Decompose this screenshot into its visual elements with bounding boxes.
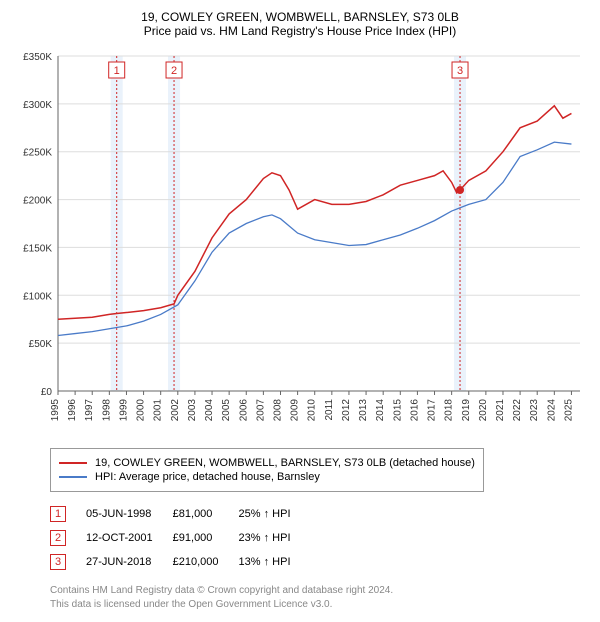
legend-swatch: [59, 462, 87, 464]
svg-text:2014: 2014: [375, 399, 386, 422]
svg-text:1996: 1996: [67, 399, 78, 422]
marker-row: 3 27-JUN-2018£210,00013% ↑ HPI: [50, 550, 311, 574]
chart-subtitle: Price paid vs. HM Land Registry's House …: [10, 24, 590, 38]
svg-text:2022: 2022: [512, 399, 523, 422]
legend-label: HPI: Average price, detached house, Barn…: [95, 471, 320, 483]
svg-text:2020: 2020: [478, 399, 489, 422]
legend-item: 19, COWLEY GREEN, WOMBWELL, BARNSLEY, S7…: [59, 457, 475, 469]
svg-text:2005: 2005: [221, 399, 232, 422]
legend-item: HPI: Average price, detached house, Barn…: [59, 471, 475, 483]
svg-text:£250K: £250K: [23, 148, 52, 159]
marker-price: £81,000: [173, 502, 239, 526]
legend: 19, COWLEY GREEN, WOMBWELL, BARNSLEY, S7…: [50, 448, 484, 492]
svg-text:2009: 2009: [290, 399, 301, 422]
marker-price: £210,000: [173, 550, 239, 574]
marker-number: 2: [50, 530, 66, 546]
marker-delta: 25% ↑ HPI: [239, 502, 311, 526]
svg-text:2013: 2013: [358, 399, 369, 422]
marker-number: 3: [50, 554, 66, 570]
svg-text:2001: 2001: [153, 399, 164, 422]
marker-row: 1 05-JUN-1998£81,00025% ↑ HPI: [50, 502, 311, 526]
svg-text:2017: 2017: [427, 399, 438, 422]
svg-text:£350K: £350K: [23, 52, 52, 63]
svg-text:£50K: £50K: [29, 339, 53, 350]
marker-date: 12-OCT-2001: [86, 526, 173, 550]
svg-text:2011: 2011: [324, 399, 335, 421]
marker-row: 2 12-OCT-2001£91,00023% ↑ HPI: [50, 526, 311, 550]
svg-text:2018: 2018: [444, 399, 455, 422]
svg-text:£200K: £200K: [23, 196, 52, 207]
markers-table: 1 05-JUN-1998£81,00025% ↑ HPI 2 12-OCT-2001…: [50, 502, 311, 574]
footer-line: Contains HM Land Registry data © Crown c…: [50, 584, 590, 598]
svg-text:2025: 2025: [563, 399, 574, 422]
svg-text:1995: 1995: [50, 399, 61, 422]
legend-label: 19, COWLEY GREEN, WOMBWELL, BARNSLEY, S7…: [95, 457, 475, 469]
svg-text:£0: £0: [41, 387, 53, 398]
svg-text:2002: 2002: [170, 399, 181, 422]
marker-number: 1: [50, 506, 66, 522]
marker-date: 05-JUN-1998: [86, 502, 173, 526]
marker-date: 27-JUN-2018: [86, 550, 173, 574]
svg-text:2003: 2003: [187, 399, 198, 422]
svg-text:£100K: £100K: [23, 291, 52, 302]
svg-text:2016: 2016: [409, 399, 420, 422]
marker-delta: 13% ↑ HPI: [239, 550, 311, 574]
price-chart: £0 £50K £100K £150K £200K £250K £300K £350K 1995…: [10, 46, 590, 436]
svg-text:2010: 2010: [307, 399, 318, 422]
svg-text:2008: 2008: [272, 399, 283, 422]
svg-text:2019: 2019: [461, 399, 472, 422]
marker-delta: 23% ↑ HPI: [239, 526, 311, 550]
svg-text:1997: 1997: [84, 399, 95, 422]
chart-title: 19, COWLEY GREEN, WOMBWELL, BARNSLEY, S7…: [10, 10, 590, 24]
svg-text:1998: 1998: [101, 399, 112, 422]
svg-text:2000: 2000: [136, 399, 147, 422]
footer-note: Contains HM Land Registry data © Crown c…: [50, 584, 590, 612]
footer-line: This data is licensed under the Open Gov…: [50, 598, 590, 612]
legend-swatch: [59, 476, 87, 478]
svg-text:2: 2: [171, 65, 177, 77]
svg-text:2004: 2004: [204, 399, 215, 422]
svg-text:1: 1: [114, 65, 120, 77]
marker-price: £91,000: [173, 526, 239, 550]
svg-text:3: 3: [457, 65, 463, 77]
svg-text:£300K: £300K: [23, 100, 52, 111]
svg-text:£150K: £150K: [23, 243, 52, 254]
svg-text:1999: 1999: [118, 399, 129, 422]
svg-text:2007: 2007: [255, 399, 266, 422]
svg-text:2024: 2024: [546, 399, 557, 422]
svg-text:2023: 2023: [529, 399, 540, 422]
svg-text:2006: 2006: [238, 399, 249, 422]
svg-text:2021: 2021: [495, 399, 506, 422]
chart-title-block: 19, COWLEY GREEN, WOMBWELL, BARNSLEY, S7…: [10, 10, 590, 38]
svg-text:2012: 2012: [341, 399, 352, 422]
svg-text:2015: 2015: [392, 399, 403, 422]
